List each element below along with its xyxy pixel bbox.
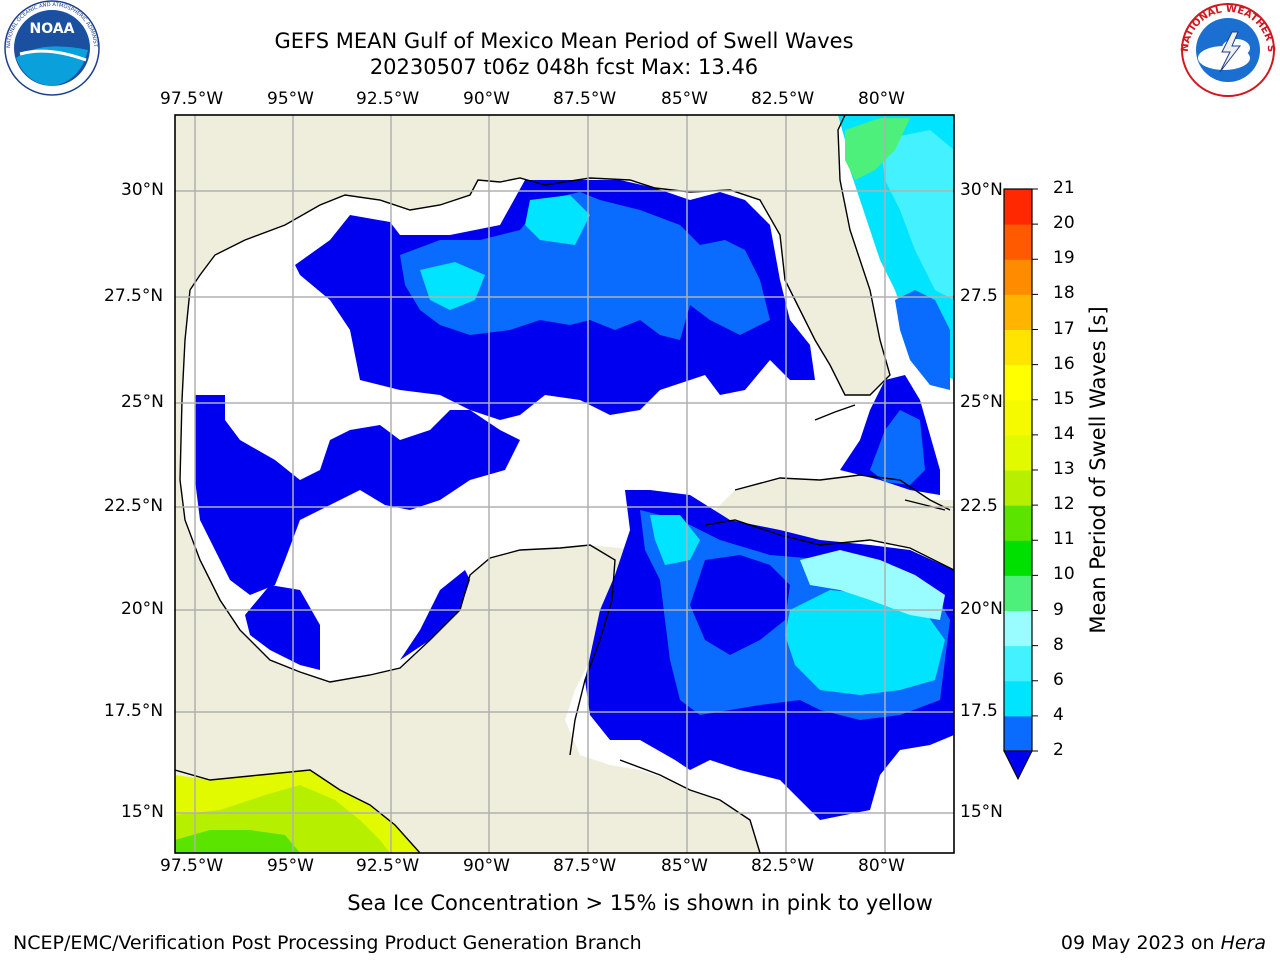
lat-label-right-3: 22.5	[960, 496, 998, 516]
sea-ice-caption-text: Sea Ice Concentration > 15% is shown in …	[347, 891, 933, 915]
colorbar-segment-9	[1004, 399, 1032, 436]
colorbar-extend-arrow	[1003, 750, 1033, 781]
colorbar-tick-label-7: 12	[1053, 494, 1075, 515]
colorbar-tick-label-3: 8	[1053, 634, 1064, 655]
colorbar-title: Mean Period of Swell Waves [s]	[1086, 306, 1110, 634]
colorbar-tick-label-12: 17	[1053, 318, 1075, 339]
colorbar-segment-6	[1004, 505, 1032, 541]
map-frame	[174, 114, 955, 854]
lon-label-top-2: 92.5°W	[356, 89, 420, 109]
nws-logo-icon: NATIONAL WEATHER SERVICE	[1176, 0, 1276, 97]
swell-band-8s-caribbean	[800, 550, 945, 620]
colorbar-segment-4	[1004, 575, 1032, 611]
colorbar-segment-10	[1004, 364, 1032, 401]
lat-label-left-1: 27.5°N	[104, 286, 164, 306]
swell-band-2s-west	[195, 395, 520, 595]
colorbar-tick-label-2: 6	[1053, 669, 1064, 690]
colorbar-tick-label-1: 4	[1053, 704, 1064, 725]
lat-label-left-0: 30°N	[121, 180, 164, 200]
colorbar-tick-label-15: 20	[1053, 213, 1075, 234]
lon-label-bottom-6: 82.5°W	[751, 856, 815, 876]
colorbar-segment-13	[1004, 259, 1032, 295]
footer-host: Hera	[1220, 932, 1266, 954]
colorbar-tick-label-6: 11	[1053, 529, 1075, 550]
lon-label-top-4: 87.5°W	[553, 89, 617, 109]
swell-band-4s-atlantic-south	[895, 290, 950, 390]
swell-band-6s-north-b	[525, 195, 590, 245]
swell-band-4s-north	[400, 192, 770, 340]
noaa-logo-icon: NOAA NATIONAL OCEANIC AND ATMOSPHERIC AD…	[0, 0, 100, 96]
colorbar-tick-label-16: 21	[1053, 178, 1075, 198]
lat-label-right-6: 15°N	[960, 802, 1003, 822]
lon-label-bottom-1: 95°W	[267, 856, 314, 876]
lat-label-right-2: 25°N	[960, 392, 1003, 412]
swell-band-9s-atlantic	[845, 118, 910, 180]
swell-band-6s-caribbean	[785, 590, 945, 695]
swell-band-6s-north	[420, 262, 485, 310]
lat-label-left-2: 25°N	[121, 392, 164, 412]
colorbar-tick-label-0: 2	[1053, 740, 1064, 760]
colorbar-tick-label-9: 14	[1053, 423, 1075, 444]
lon-label-top-3: 90°W	[463, 89, 510, 109]
swell-band-4s-straits	[870, 410, 925, 485]
graticule	[175, 115, 954, 853]
lon-label-bottom-2: 92.5°W	[356, 856, 420, 876]
colorbar-segment-5	[1004, 540, 1032, 576]
lat-label-left-3: 22.5°N	[104, 496, 164, 516]
lat-label-right-1: 27.5	[960, 286, 998, 306]
lat-label-right-5: 17.5	[960, 701, 998, 721]
footer-date-text: 09 May 2023 on	[1060, 932, 1221, 954]
colorbar-segment-3	[1004, 610, 1032, 647]
colorbar-tick-label-14: 19	[1053, 248, 1075, 269]
lon-label-top-7: 80°W	[858, 89, 905, 109]
colorbar-segment-8	[1004, 434, 1032, 471]
colorbar-tick-label-5: 10	[1053, 564, 1075, 585]
colorbar-segment-1	[1004, 680, 1032, 717]
colorbar-tick-label-13: 18	[1053, 283, 1075, 304]
lon-label-bottom-4: 87.5°W	[553, 856, 617, 876]
swell-band-8s-atlantic	[880, 130, 954, 300]
swell-band-11s-pacific	[175, 830, 300, 853]
lat-label-left-4: 20°N	[121, 599, 164, 619]
swell-band-2s-bay	[245, 585, 320, 670]
lon-label-bottom-0: 97.5°W	[160, 856, 224, 876]
colorbar-tick-label-8: 13	[1053, 459, 1075, 479]
footer-branch: NCEP/EMC/Verification Post Processing Pr…	[13, 932, 642, 954]
lat-label-right-4: 20°N	[960, 599, 1003, 619]
swell-band-2s-inner	[690, 555, 790, 655]
colorbar-segment-0	[1004, 715, 1032, 752]
lon-label-bottom-3: 90°W	[463, 856, 510, 876]
colorbar-segment-11	[1004, 329, 1032, 366]
lon-label-top-5: 85°W	[661, 89, 708, 109]
lon-label-top-1: 95°W	[267, 89, 314, 109]
lon-label-top-0: 97.5°W	[160, 89, 224, 109]
lat-label-left-6: 15°N	[121, 802, 164, 822]
colorbar	[1003, 188, 1038, 781]
colorbar-tick-label-4: 9	[1053, 599, 1064, 620]
lon-label-top-6: 82.5°W	[751, 89, 815, 109]
colorbar-segment-14	[1004, 224, 1032, 260]
lat-label-right-0: 30°N	[960, 180, 1003, 200]
colorbar-tick-label-10: 15	[1053, 388, 1075, 409]
noaa-logo-text: NOAA	[30, 21, 75, 37]
colorbar-segment-7	[1004, 470, 1032, 506]
lon-label-bottom-5: 85°W	[661, 856, 708, 876]
colorbar-tick-label-11: 16	[1053, 353, 1075, 374]
lat-label-left-5: 17.5°N	[104, 701, 164, 721]
colorbar-segment-2	[1004, 645, 1032, 682]
colorbar-segment-15	[1004, 189, 1032, 225]
swell-band-2s-campeche	[400, 570, 470, 660]
lon-label-bottom-7: 80°W	[858, 856, 905, 876]
chart-subtitle: 20230507 t06z 048h fcst Max: 13.46	[369, 55, 759, 79]
sea-ice-caption: Sea Ice Concentration > 15% is shown in …	[0, 891, 1280, 915]
colorbar-segment-12	[1004, 294, 1032, 330]
footer-date: 09 May 2023 on Hera	[1061, 932, 1266, 954]
chart-title: GEFS MEAN Gulf of Mexico Mean Period of …	[274, 29, 854, 53]
